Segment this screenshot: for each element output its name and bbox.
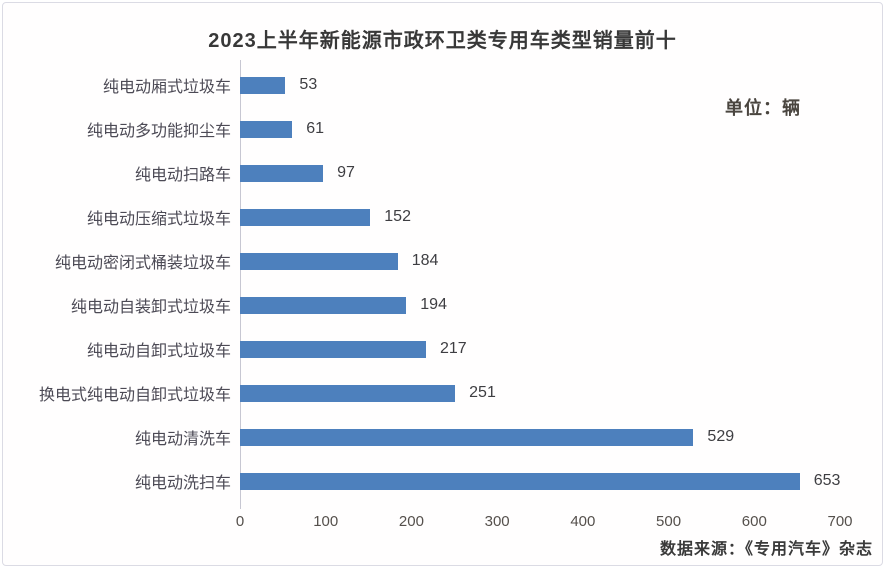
bar-track: 97 [240,151,840,195]
bar [240,252,398,270]
x-tick-label: 200 [398,513,424,530]
value-label: 61 [306,120,325,137]
category-label: 纯电动多功能抑尘车 [86,123,231,140]
value-label: 152 [384,208,411,225]
bar-track: 61 [240,107,840,151]
x-tick-label: 400 [570,513,596,530]
category-label: 纯电动自卸式垃圾车 [86,343,231,360]
bar [240,164,324,182]
bar [240,76,286,94]
category-label: 纯电动自装卸式垃圾车 [70,299,231,316]
chart-frame: 2023上半年新能源市政环卫类专用车类型销量前十 单位：辆 纯电动厢式垃圾车 53… [2,2,883,566]
x-tick-label: 700 [827,513,853,530]
chart-row: 换电式纯电动自卸式垃圾车 251 [3,371,840,415]
category-label: 纯电动压缩式垃圾车 [86,211,231,228]
unit-label: 单位：辆 [725,98,801,118]
bar-track: 251 [240,371,840,415]
y-axis-line [240,60,241,509]
value-label: 97 [337,164,355,181]
bar-track: 217 [240,327,840,371]
chart-row: 纯电动扫路车 97 [3,151,840,195]
chart-row: 纯电动自装卸式垃圾车 194 [3,283,840,327]
x-tick-label: 0 [235,513,245,530]
chart-title: 2023上半年新能源市政环卫类专用车类型销量前十 [208,30,677,52]
x-tick-label: 300 [484,513,510,530]
value-label: 53 [299,76,318,93]
value-label: 184 [411,252,439,269]
chart-row: 纯电动多功能抑尘车 61 [3,107,840,151]
x-tick-label: 600 [741,513,767,530]
bar-track: 194 [240,283,840,327]
chart-row: 纯电动清洗车 529 [3,415,840,459]
chart-row: 纯电动密闭式桶装垃圾车 184 [3,239,840,283]
value-label: 653 [813,472,841,489]
bar [240,208,371,226]
chart-row: 纯电动厢式垃圾车 53 [3,63,840,107]
bar [240,384,456,402]
bar-track: 152 [240,195,840,239]
bar [240,340,426,358]
category-label: 纯电动密闭式桶装垃圾车 [54,255,231,272]
category-label: 纯电动扫路车 [134,167,231,184]
x-axis: 0 100 200 300 400 500 600 700 [236,513,853,535]
category-label: 换电式纯电动自卸式垃圾车 [38,387,231,404]
bar-rows: 纯电动厢式垃圾车 53 纯电动多功能抑尘车 61 纯电动扫路车 97 纯电动压缩式垃圾车 15… [3,63,840,503]
value-label: 217 [440,340,467,357]
value-label: 529 [707,428,735,445]
chart-row: 纯电动自卸式垃圾车 217 [3,327,840,371]
bar [240,296,407,314]
bar-track: 184 [240,239,840,283]
value-label: 194 [420,296,447,313]
data-source-note: 数据来源：《专用汽车》杂志 [659,541,873,558]
category-label: 纯电动洗扫车 [134,475,231,492]
bar-track: 653 [240,459,840,503]
bar-track: 529 [240,415,840,459]
bar [240,472,800,490]
chart-row: 纯电动压缩式垃圾车 152 [3,195,840,239]
category-label: 纯电动厢式垃圾车 [102,79,231,96]
x-tick-label: 500 [656,513,682,530]
value-label: 251 [469,384,496,401]
bar [240,428,694,446]
bar [240,120,293,138]
category-label: 纯电动清洗车 [134,431,231,448]
chart-row: 纯电动洗扫车 653 [3,459,840,503]
bar-track: 53 [240,63,840,107]
x-tick-label: 100 [313,513,339,530]
